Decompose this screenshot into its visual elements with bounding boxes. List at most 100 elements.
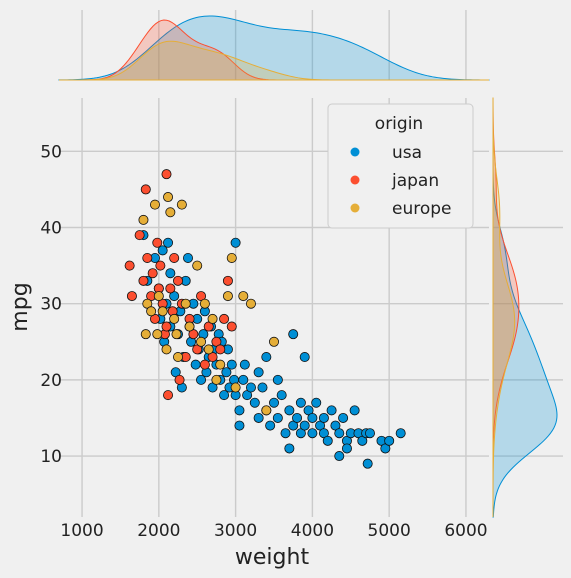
point-usa: [339, 413, 348, 422]
point-japan: [170, 253, 179, 262]
point-europe: [154, 291, 163, 300]
legend-label-usa: usa: [392, 143, 422, 163]
point-japan: [148, 269, 157, 278]
legend-marker-usa: [351, 148, 360, 157]
point-usa: [335, 451, 344, 460]
point-usa: [363, 459, 372, 468]
point-japan: [162, 322, 171, 331]
point-usa: [183, 253, 192, 262]
point-usa: [191, 360, 200, 369]
point-usa: [335, 429, 344, 438]
point-japan: [163, 391, 172, 400]
point-usa: [296, 398, 305, 407]
point-japan: [156, 261, 165, 270]
point-europe: [185, 322, 194, 331]
y-tick-label: 20: [40, 371, 62, 391]
y-tick-label: 10: [40, 447, 62, 467]
point-japan: [135, 231, 144, 240]
point-usa: [250, 398, 259, 407]
x-tick-label: 3000: [214, 521, 257, 541]
point-europe: [204, 345, 213, 354]
point-usa: [300, 421, 309, 430]
point-usa: [308, 429, 317, 438]
point-usa: [254, 413, 263, 422]
top-marginal: [59, 10, 489, 80]
point-usa: [300, 352, 309, 361]
point-usa: [385, 436, 394, 445]
y-tick-label: 30: [40, 295, 62, 315]
point-usa: [323, 436, 332, 445]
point-usa: [273, 375, 282, 384]
point-japan: [223, 276, 232, 285]
point-europe: [246, 299, 255, 308]
point-europe: [193, 261, 202, 270]
point-usa: [285, 406, 294, 415]
x-axis-label: weight: [235, 545, 310, 570]
point-usa: [266, 421, 275, 430]
point-japan: [162, 170, 171, 179]
point-europe: [150, 200, 159, 209]
point-japan: [216, 345, 225, 354]
point-usa: [308, 413, 317, 422]
point-usa: [235, 406, 244, 415]
point-usa: [396, 429, 405, 438]
point-usa: [254, 368, 263, 377]
legend-label-japan: japan: [391, 171, 439, 191]
point-europe: [212, 375, 221, 384]
point-usa: [166, 269, 175, 278]
point-japan: [175, 375, 184, 384]
point-usa: [258, 383, 267, 392]
point-usa: [281, 429, 290, 438]
x-tick-label: 6000: [444, 521, 487, 541]
point-europe: [139, 215, 148, 224]
x-tick-label: 5000: [368, 521, 411, 541]
point-europe: [166, 208, 175, 217]
point-japan: [200, 360, 209, 369]
point-usa: [289, 330, 298, 339]
legend: origin usa japan europe: [328, 104, 473, 228]
point-europe: [172, 330, 181, 339]
point-europe: [163, 192, 172, 201]
point-usa: [292, 413, 301, 422]
point-europe: [196, 337, 205, 346]
legend-label-europe: europe: [392, 199, 452, 219]
point-europe: [170, 314, 179, 323]
point-usa: [239, 375, 248, 384]
point-europe: [227, 253, 236, 262]
point-europe: [216, 360, 225, 369]
point-usa: [327, 406, 336, 415]
point-europe: [141, 330, 150, 339]
point-europe: [269, 337, 278, 346]
point-usa: [269, 398, 278, 407]
x-tick-label: 1000: [60, 521, 103, 541]
x-tick-label: 2000: [137, 521, 180, 541]
legend-marker-europe: [351, 204, 360, 213]
point-usa: [277, 391, 286, 400]
point-usa: [246, 383, 255, 392]
point-europe: [200, 299, 209, 308]
point-usa: [365, 429, 374, 438]
x-tick-label: 4000: [291, 521, 334, 541]
point-europe: [177, 200, 186, 209]
point-europe: [262, 406, 271, 415]
point-europe: [231, 383, 240, 392]
point-europe: [158, 307, 167, 316]
point-japan: [173, 276, 182, 285]
point-europe: [173, 352, 182, 361]
y-tick-label: 40: [40, 219, 62, 239]
point-usa: [235, 421, 244, 430]
point-europe: [223, 291, 232, 300]
point-japan: [141, 185, 150, 194]
point-europe: [153, 330, 162, 339]
point-usa: [163, 238, 172, 247]
point-europe: [208, 314, 217, 323]
point-europe: [239, 291, 248, 300]
point-japan: [127, 291, 136, 300]
point-japan: [166, 284, 175, 293]
y-tick-label: 50: [40, 142, 62, 162]
point-usa: [342, 444, 351, 453]
y-axis-label: mpg: [8, 282, 33, 331]
point-japan: [219, 314, 228, 323]
point-usa: [285, 444, 294, 453]
